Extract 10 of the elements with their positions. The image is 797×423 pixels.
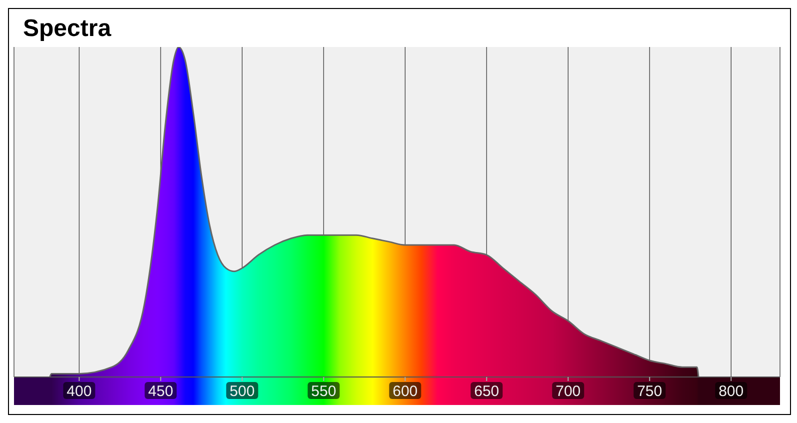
x-tick-label: 400	[66, 383, 92, 400]
x-tick-label: 750	[637, 383, 662, 400]
chart-title: Spectra	[23, 15, 112, 43]
x-tick-label: 500	[230, 383, 255, 400]
x-tick-label: 450	[148, 383, 174, 400]
x-tick-label: 700	[556, 383, 581, 400]
x-tick-label: 800	[718, 383, 744, 400]
x-tick-label: 650	[474, 383, 500, 400]
x-tick-label: 600	[392, 383, 418, 400]
x-tick-label: 550	[311, 383, 336, 400]
